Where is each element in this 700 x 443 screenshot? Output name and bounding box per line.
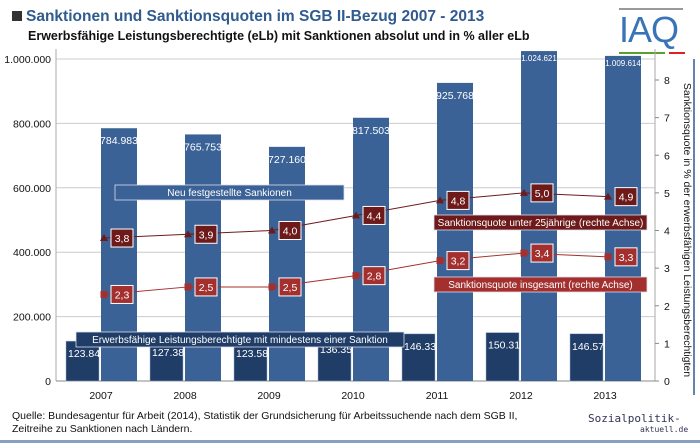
y-tick-left: 800.000 [13, 118, 51, 130]
x-tick-label: 2013 [593, 390, 617, 402]
data-label-box [110, 284, 134, 304]
bar-sanctioned-elb [485, 332, 520, 382]
bar-sanctioned-elb [401, 333, 436, 382]
data-label: 2,5 [199, 282, 214, 294]
watermark-logo-sub: aktuell.de [640, 425, 689, 434]
bar-label-new-sanctions: 784.983 [100, 135, 138, 147]
triangle-marker [436, 196, 444, 204]
y-tick-left: 200.000 [13, 312, 51, 324]
y-tick-right: 4 [664, 226, 670, 238]
x-tick-label: 2012 [509, 390, 533, 402]
x-tick-label: 2008 [173, 390, 197, 402]
bar-label-new-sanctions: 1.024.621 [521, 54, 557, 63]
bar-label-sanctioned-elb: 123.841 [68, 348, 106, 360]
y-tick-right: 1 [664, 338, 670, 350]
legend-new-sanctions: Neu festgestellte Sankionen [167, 188, 292, 199]
data-label: 3,9 [199, 229, 214, 241]
iaq-logo: IAQ [617, 6, 687, 54]
triangle-marker [520, 188, 528, 196]
data-label: 4,9 [619, 192, 634, 204]
triangle-marker [268, 226, 276, 234]
data-label: 3,2 [451, 256, 466, 268]
triangle-marker [184, 230, 192, 238]
data-label: 5,0 [535, 188, 550, 200]
data-label: 2,8 [367, 271, 382, 283]
y-tick-right: 0 [664, 376, 670, 388]
bar-sanctioned-elb [569, 333, 604, 382]
triangle-marker [604, 192, 612, 200]
source-note: Quelle: Bundesagentur für Arbeit (2014),… [12, 410, 518, 435]
triangle-marker [100, 234, 108, 242]
data-label-box [278, 221, 302, 240]
data-label-box [278, 277, 302, 297]
data-label-box [446, 190, 470, 210]
data-label: 3,8 [115, 233, 130, 245]
bar-label-new-sanctions: 1.009.614 [605, 59, 641, 68]
square-marker [100, 290, 108, 298]
bar-label-new-sanctions: 765.753 [184, 141, 222, 153]
square-marker [268, 283, 276, 291]
data-label: 4,8 [451, 195, 466, 207]
square-marker [604, 253, 612, 261]
y-tick-right: 5 [664, 188, 670, 200]
bar-label-sanctioned-elb: 123.582 [236, 348, 274, 360]
data-label-box [362, 205, 386, 225]
chart-subtitle: Erwerbsfähige Leistungsberechtigte (eLb)… [28, 29, 530, 43]
x-tick-label: 2011 [426, 390, 449, 402]
bar-label-sanctioned-elb: 146.576 [572, 341, 610, 353]
square-marker [520, 249, 528, 257]
y-tick-right: 7 [664, 113, 670, 125]
legend-sanctioned-elb-box [75, 331, 405, 348]
legend-total-rate: Sanktionsquote insgesamt (rechte Achse) [448, 280, 633, 291]
bar-label-new-sanctions: 925.768 [436, 90, 474, 102]
legend-u25-rate: Sanktionsquote unter 25jährige (rechte A… [438, 218, 644, 229]
y-tick-right: 6 [664, 150, 670, 162]
data-label: 4,0 [283, 226, 298, 238]
data-label-box [530, 243, 554, 263]
triangle-marker [352, 211, 360, 219]
x-tick-label: 2009 [257, 390, 281, 402]
data-label-box [362, 266, 386, 286]
bar-sanctioned-elb [65, 340, 100, 382]
y-tick-right: 8 [664, 75, 670, 87]
legend-new-sanctions-box [114, 184, 345, 201]
bar-label-new-sanctions: 817.503 [352, 125, 390, 137]
bar-label-sanctioned-elb: 150.319 [488, 340, 526, 352]
data-label-box [530, 183, 554, 203]
square-marker [352, 272, 360, 280]
watermark-logo: Sozialpolitik- [588, 412, 681, 425]
y-tick-left: 400.000 [13, 247, 51, 259]
data-label-box [614, 187, 638, 207]
data-label-box [110, 228, 134, 248]
legend-u25-rate-box [433, 214, 648, 231]
y-tick-left: 600.000 [13, 183, 51, 195]
legend-sanctioned-elb: Erwerbsfähige Leistungsberechtigte mit m… [92, 335, 388, 346]
bar-new-sanctions [437, 82, 473, 381]
y-tick-right: 3 [664, 263, 670, 275]
y-tick-left: 1.000.000 [4, 54, 51, 66]
x-tick-label: 2010 [341, 390, 365, 402]
data-label: 3,4 [535, 248, 550, 260]
y-tick-left: 0 [45, 376, 51, 388]
data-label-box [614, 247, 638, 267]
data-label-box [194, 277, 218, 297]
square-marker [184, 283, 192, 291]
chart-plot: 0 200.000 400.000 600.000 800.000 1.000.000 0 1… [4, 49, 695, 402]
data-label: 2,5 [283, 282, 298, 294]
data-label: 3,3 [619, 252, 634, 264]
bar-label-sanctioned-elb: 127.380 [152, 347, 190, 359]
chart-title: Sanktionen und Sanktionsquoten im SGB II… [12, 8, 484, 26]
y-tick-right: 2 [664, 301, 670, 313]
data-label-box [194, 224, 218, 244]
data-label-box [446, 251, 470, 271]
square-marker [436, 257, 444, 265]
legend-total-rate-box [433, 276, 648, 293]
bar-label-new-sanctions: 727.160 [268, 154, 306, 166]
y-axis-label-right: Sanktionsquote in % der erwerbsfähigen L… [681, 83, 693, 377]
data-label: 4,4 [367, 210, 382, 222]
x-tick-label: 2007 [89, 390, 113, 402]
bar-label-sanctioned-elb: 146.331 [404, 341, 442, 353]
data-label: 2,3 [115, 289, 130, 301]
